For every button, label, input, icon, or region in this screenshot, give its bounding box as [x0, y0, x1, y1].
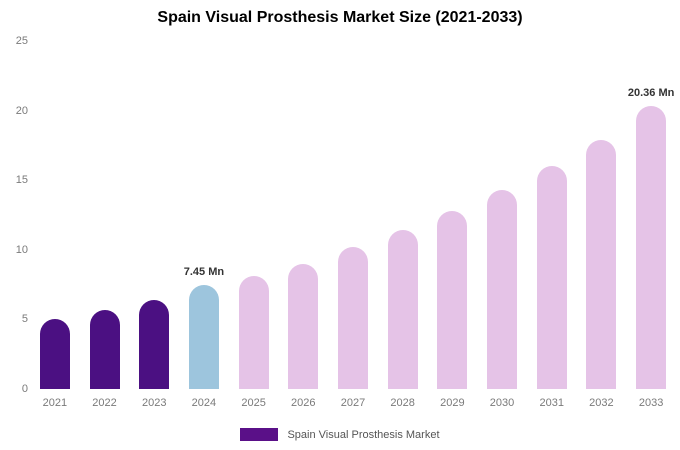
x-tick-label: 2022: [92, 397, 117, 409]
y-tick-label: 0: [21, 383, 28, 395]
bar-group: 2028: [378, 41, 428, 409]
bar-2030: [487, 189, 518, 389]
bars-container: 2021 2022 2023 7.45 Mn 2024 2025 2026 2027 2028 2…: [30, 41, 676, 409]
bar-2021: [39, 319, 70, 389]
bar-2025: [238, 276, 269, 389]
y-tick-label: 25: [15, 35, 28, 47]
y-tick-label: 10: [15, 243, 28, 256]
bar-2026: [288, 263, 319, 389]
value-label: 20.36 Mn: [627, 86, 675, 99]
bar-2032: [586, 139, 617, 389]
bar-group: 2031: [527, 41, 577, 409]
x-tick-label: 2021: [42, 397, 68, 409]
y-axis: 0 5 10 15 20 25: [2, 35, 28, 395]
x-tick-label: 2025: [241, 397, 266, 409]
legend: Spain Visual Prosthesis Market: [0, 428, 680, 441]
bar-2023: [139, 299, 170, 389]
bar-group: 2032: [577, 41, 627, 409]
x-tick-label: 2031: [539, 397, 564, 409]
bar-group: 2029: [428, 41, 478, 409]
x-tick-label: 2032: [589, 397, 614, 409]
bar-2028: [387, 230, 418, 389]
x-tick-label: 2027: [340, 397, 366, 409]
bar-group: 2022: [80, 41, 130, 409]
bar-2024: [188, 285, 219, 389]
bar-2029: [437, 210, 468, 389]
y-tick-label: 20: [15, 104, 28, 117]
x-tick-label: 2026: [291, 397, 316, 409]
bar-2031: [536, 166, 567, 389]
bar-group: 2021: [30, 41, 80, 409]
bar-group: 2023: [129, 41, 179, 409]
bar-2027: [337, 247, 368, 389]
x-tick-label: 2033: [638, 397, 664, 409]
bar-group: 2030: [477, 41, 527, 409]
x-tick-label: 2029: [440, 397, 465, 409]
bar-group: 20.36 Mn 2033: [626, 41, 676, 409]
bar-2033: [636, 105, 667, 389]
bar-group: 2025: [229, 41, 279, 409]
x-tick-label: 2024: [191, 397, 217, 409]
legend-swatch: [240, 428, 279, 441]
value-label: 7.45 Mn: [183, 266, 225, 279]
bar-2022: [89, 309, 120, 389]
bar-group: 2026: [278, 41, 328, 409]
y-tick-label: 5: [21, 313, 28, 326]
plot-area: 2021 2022 2023 7.45 Mn 2024 2025 2026 2027 2028 2…: [30, 41, 676, 431]
chart-title: Spain Visual Prosthesis Market Size (202…: [157, 9, 523, 26]
bar-group: 7.45 Mn 2024: [179, 41, 229, 409]
legend-label: Spain Visual Prosthesis Market: [287, 428, 440, 441]
x-tick-label: 2023: [141, 397, 167, 409]
bar-group: 2027: [328, 41, 378, 409]
x-tick-label: 2030: [489, 397, 515, 409]
x-tick-label: 2028: [390, 397, 415, 409]
y-tick-label: 15: [15, 174, 28, 187]
